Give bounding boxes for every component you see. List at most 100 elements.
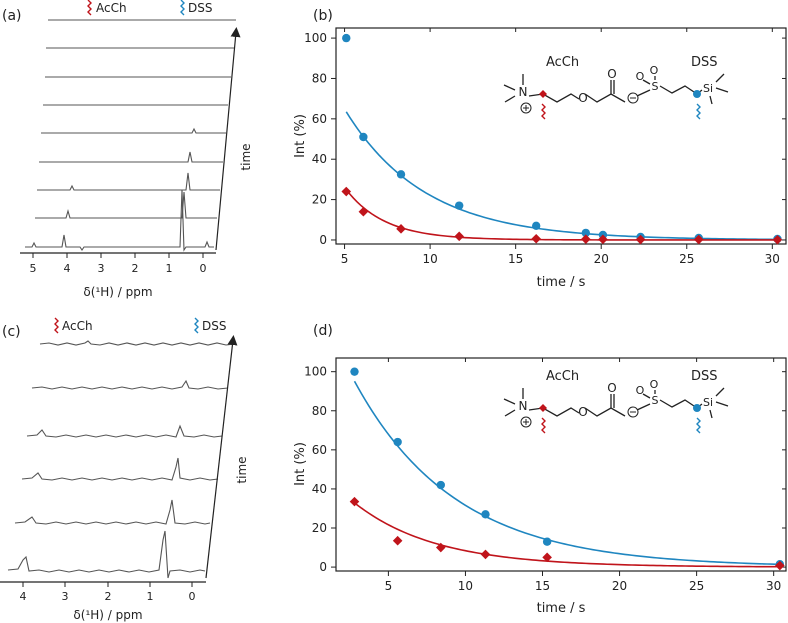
panel-a-spectra (25, 19, 236, 252)
panel-d-acch-point (775, 560, 785, 571)
panel-d-acch-structure: AcCh N O O (503, 369, 626, 434)
panel-b-dss-silicon-icon: Si (703, 82, 713, 95)
panel-a-xlabel: δ(¹H) / ppm (83, 285, 152, 299)
panel-d-xlabel: time / s (537, 601, 586, 616)
panel-d-dss-squiggle-icon (696, 417, 701, 434)
panel-d-dss-structure: DSS S O O Si (627, 369, 729, 434)
panel-b-acch-point (358, 206, 369, 217)
panel-d-label: (d) (313, 323, 333, 339)
panel-d-acch-squiggle-icon (541, 417, 546, 434)
panel-c-time-label: time (235, 456, 249, 483)
panel-d-dss-sulfur-icon: S (652, 394, 659, 407)
panel-b-ytick-label: 0 (319, 233, 327, 247)
panel-d-acch-point (435, 542, 446, 553)
panel-b-dss-point (396, 170, 406, 179)
panel-c-ticklabel: 0 (189, 590, 196, 603)
spectrum-c-2 (14, 499, 211, 525)
panel-b-ytick-label: 80 (312, 71, 327, 85)
panel-c-x-ticks: 4 3 2 1 0 (20, 582, 196, 603)
panel-d-ytick-label: 0 (319, 560, 327, 574)
panel-b-acch-point (341, 186, 352, 197)
panel-d-acch-point (480, 549, 491, 560)
panel-d-acch-structure-label: AcCh (546, 369, 579, 384)
panel-d-acch-point (542, 552, 552, 563)
panel-d-acch-point (349, 496, 360, 507)
panel-b-dss-squiggle-icon (696, 103, 701, 120)
panel-d-dss-point (542, 537, 552, 546)
spectrum-c-1 (7, 530, 206, 579)
panel-b-dss-oxygen-icon: O (636, 70, 645, 83)
panel-b-acch-point (396, 224, 406, 234)
panel-d-acch-bonds-icon (503, 388, 626, 417)
panel-b-acch-fit-curve (345, 189, 781, 241)
panel-d-plot-frame (335, 357, 787, 572)
panel-b-dss-bonds-icon (636, 73, 729, 105)
panel-d-xtick-label: 10 (458, 579, 473, 593)
panel-d-dss-point (393, 437, 402, 447)
panel-b-xlabel: time / s (537, 275, 586, 290)
panel-d-xtick-label: 15 (535, 579, 550, 593)
panel-c-ticklabel: 1 (147, 590, 154, 603)
panel-b-ytick-label: 20 (312, 193, 327, 207)
panel-d-dss-oxygen-icon: O (636, 384, 645, 397)
panel-b-dss-sulfur-icon: S (652, 80, 659, 93)
panel-b-ytick-label: 100 (304, 31, 327, 45)
panel-d-dss-point (481, 510, 490, 519)
panel-d-acch-site-marker-icon (539, 404, 547, 412)
panel-d-xtick-label: 30 (766, 579, 781, 593)
panel-d-xtick-label: 20 (612, 579, 627, 593)
panel-b-acch-plus-charge-icon (520, 102, 532, 114)
panel-b-dss-point (359, 132, 368, 142)
panel-d-dss-site-marker-icon (693, 404, 701, 412)
panel-c-acch-marker-icon (54, 317, 59, 334)
spectrum-c-6 (39, 340, 236, 346)
panel-b-dss-point (581, 228, 591, 238)
panel-c-ticklabel: 2 (105, 590, 112, 603)
panel-d-acch-plus-charge-icon (520, 416, 532, 428)
panel-b: (b) 5 10 15 20 25 30 0 20 40 60 80 100 time / s Int… (293, 8, 787, 290)
panel-d-xtick-label: 25 (689, 579, 704, 593)
panel-b-dss-site-marker-icon (693, 90, 701, 98)
panel-d-ytick-label: 60 (312, 443, 327, 457)
panel-d-acch-oxygen-icon: O (578, 405, 587, 419)
panel-a-x-ticks: 5 4 3 2 1 0 (30, 253, 207, 275)
panel-a-acch-marker-icon (87, 0, 92, 16)
panel-b-dss-oxygen-icon: O (650, 64, 659, 77)
panel-b-xtick-label: 15 (508, 252, 523, 266)
panel-a-dss-marker-icon (180, 0, 185, 16)
panel-b-acch-point (598, 234, 608, 245)
spectrum-c-4 (26, 424, 223, 438)
panel-a-ticklabel: 2 (132, 262, 139, 275)
panel-c-xlabel: δ(¹H) / ppm (73, 608, 142, 622)
panel-d-dss-minus-charge-icon (627, 406, 639, 418)
panel-b-ytick-label: 40 (312, 152, 327, 166)
panel-a-ticklabel: 0 (200, 262, 207, 275)
panel-a-time-arrow (215, 27, 241, 251)
panel-b-dss-minus-charge-icon (627, 92, 639, 104)
panel-c-ticklabel: 4 (20, 590, 27, 603)
panel-d-acch-fit-curve (353, 502, 782, 568)
panel-b-xtick-label: 25 (679, 252, 694, 266)
spectrum-a-2 (35, 191, 217, 219)
panel-b-acch-bonds-icon (503, 74, 626, 103)
panel-a-acch-label: AcCh (96, 1, 127, 15)
panel-b-label: (b) (313, 8, 333, 24)
panel-b-dss-structure: DSS S O O Si (627, 55, 729, 120)
panel-b-dss-fit-curve (345, 111, 781, 241)
panel-b-acch-point (454, 231, 464, 242)
panel-d-ytick-label: 100 (304, 365, 327, 379)
panel-a-ticklabel: 4 (64, 262, 71, 275)
panel-d-acch-nitrogen-icon: N (519, 399, 528, 413)
panel-c-dss-marker-icon (194, 317, 199, 334)
panel-d-ytick-label: 20 (312, 521, 327, 535)
panel-b-acch-squiggle-icon (541, 103, 546, 120)
panel-b-acch-point (531, 233, 541, 244)
panel-b-acch-plus-sign-icon (523, 105, 529, 111)
panel-c: (c) 4 3 2 1 0 δ(¹H) / ppm time AcCh D (0, 317, 249, 622)
panel-c-ticklabel: 3 (62, 590, 69, 603)
panel-d-acch-carbonyl-oxygen-icon: O (607, 381, 616, 395)
panel-b-xtick-label: 20 (594, 252, 609, 266)
panel-b-acch-point (581, 234, 591, 244)
panel-c-acch-label: AcCh (62, 319, 93, 333)
panel-c-time-arrow (205, 335, 238, 579)
